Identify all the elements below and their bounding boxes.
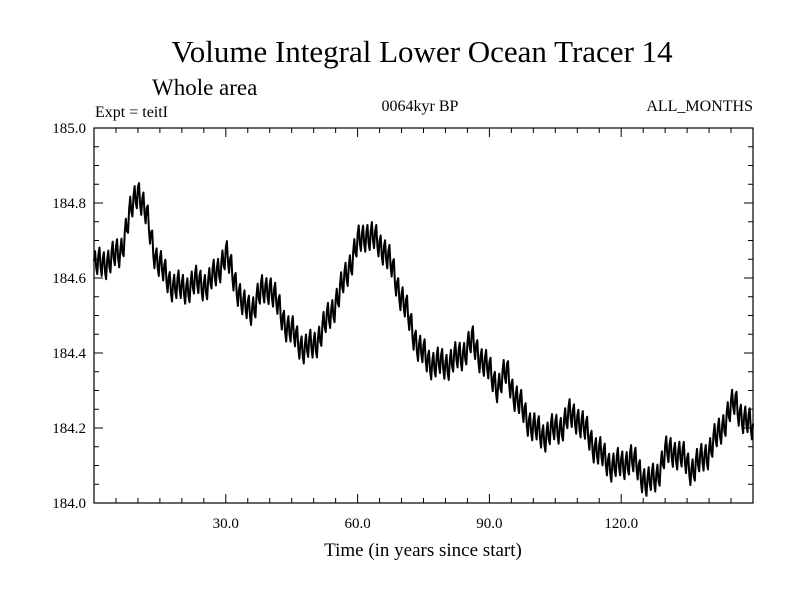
y-tick-label: 185.0 bbox=[52, 121, 86, 137]
data-series-line bbox=[93, 182, 754, 497]
experiment-label: Expt = teitI bbox=[95, 104, 168, 121]
axis-tick-labels: 30.0 60.0 90.0 120.0 184.0 184.2 184.4 184.6 184… bbox=[52, 121, 638, 532]
x-tick-label: 120.0 bbox=[604, 516, 638, 532]
axis-ticks bbox=[94, 128, 753, 503]
chart-subtitle: Whole area bbox=[152, 75, 257, 100]
period-label: 0064kyr BP bbox=[382, 98, 459, 115]
y-tick-label: 184.0 bbox=[52, 496, 86, 512]
plot-area: 30.0 60.0 90.0 120.0 184.0 184.2 184.4 184.6 184… bbox=[52, 121, 754, 532]
x-tick-label: 90.0 bbox=[476, 516, 502, 532]
x-axis-label: Time (in years since start) bbox=[324, 540, 522, 561]
x-tick-label: 30.0 bbox=[213, 516, 239, 532]
y-tick-label: 184.4 bbox=[52, 346, 86, 362]
y-tick-label: 184.8 bbox=[52, 196, 86, 212]
chart-title: Volume Integral Lower Ocean Tracer 14 bbox=[171, 34, 673, 69]
x-tick-label: 60.0 bbox=[344, 516, 370, 532]
plot-frame bbox=[93, 127, 754, 504]
y-tick-label: 184.2 bbox=[52, 421, 86, 437]
months-label: ALL_MONTHS bbox=[646, 98, 753, 115]
y-tick-label: 184.6 bbox=[52, 271, 86, 287]
